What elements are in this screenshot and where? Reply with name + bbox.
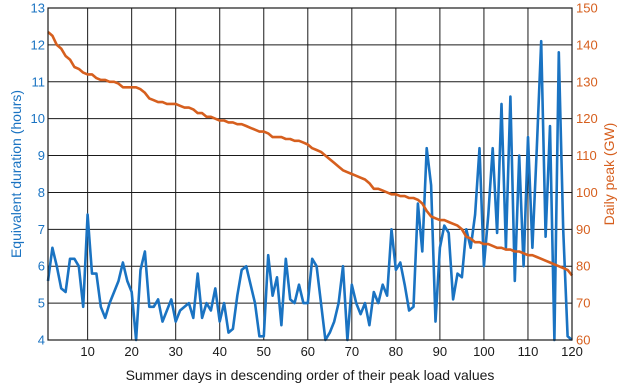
x-tick-label: 90: [433, 344, 447, 359]
y-right-tick-label: 100: [576, 185, 598, 200]
y-left-tick-label: 4: [38, 333, 45, 348]
x-axis-title: Summer days in descending order of their…: [126, 367, 495, 383]
x-tick-label: 70: [345, 344, 359, 359]
y-right-axis-title: Daily peak (GW): [601, 123, 617, 226]
x-tick-label: 100: [473, 344, 495, 359]
y-left-tick-label: 12: [31, 37, 45, 52]
y-right-tick-labels: 60 70 80 90 100 110 120 130 140 150: [576, 1, 598, 348]
y-right-tick-label: 60: [576, 333, 590, 348]
x-tick-label: 120: [561, 344, 583, 359]
y-left-axis-title: Equivalent duration (hours): [8, 90, 24, 258]
x-tick-label: 20: [124, 344, 138, 359]
y-left-tick-label: 13: [31, 1, 45, 16]
y-left-tick-label: 10: [31, 111, 45, 126]
y-right-tick-label: 80: [576, 259, 590, 274]
y-right-tick-label: 120: [576, 111, 598, 126]
y-right-tick-label: 130: [576, 74, 598, 89]
x-tick-label: 80: [389, 344, 403, 359]
y-left-tick-label: 8: [38, 185, 45, 200]
x-tick-label: 10: [80, 344, 94, 359]
series-layer: [46, 31, 574, 342]
daily-peak-line: [47, 31, 574, 277]
y-left-tick-label: 7: [38, 222, 45, 237]
plot-frame: [47, 7, 573, 341]
y-right-tick-label: 70: [576, 296, 590, 311]
y-left-tick-labels: 4 5 6 7 8 9 10 11 12 13: [31, 1, 45, 348]
equivalent-duration-line: [46, 39, 573, 342]
x-tick-label: 40: [212, 344, 226, 359]
y-right-tick-label: 90: [576, 222, 590, 237]
x-tick-labels: 10 20 30 40 50 60 70 80 90 100 110 120: [80, 344, 582, 359]
y-right-tick-label: 110: [576, 148, 597, 163]
y-left-tick-label: 9: [38, 148, 45, 163]
x-tick-label: 30: [168, 344, 182, 359]
y-left-tick-label: 11: [32, 74, 46, 89]
x-tick-label: 60: [301, 344, 315, 359]
y-left-tick-label: 6: [38, 259, 45, 274]
y-left-tick-label: 5: [38, 296, 45, 311]
y-right-tick-label: 150: [576, 1, 598, 16]
x-tick-label: 110: [518, 344, 539, 359]
x-tick-label: 50: [257, 344, 271, 359]
y-right-tick-label: 140: [576, 37, 598, 52]
